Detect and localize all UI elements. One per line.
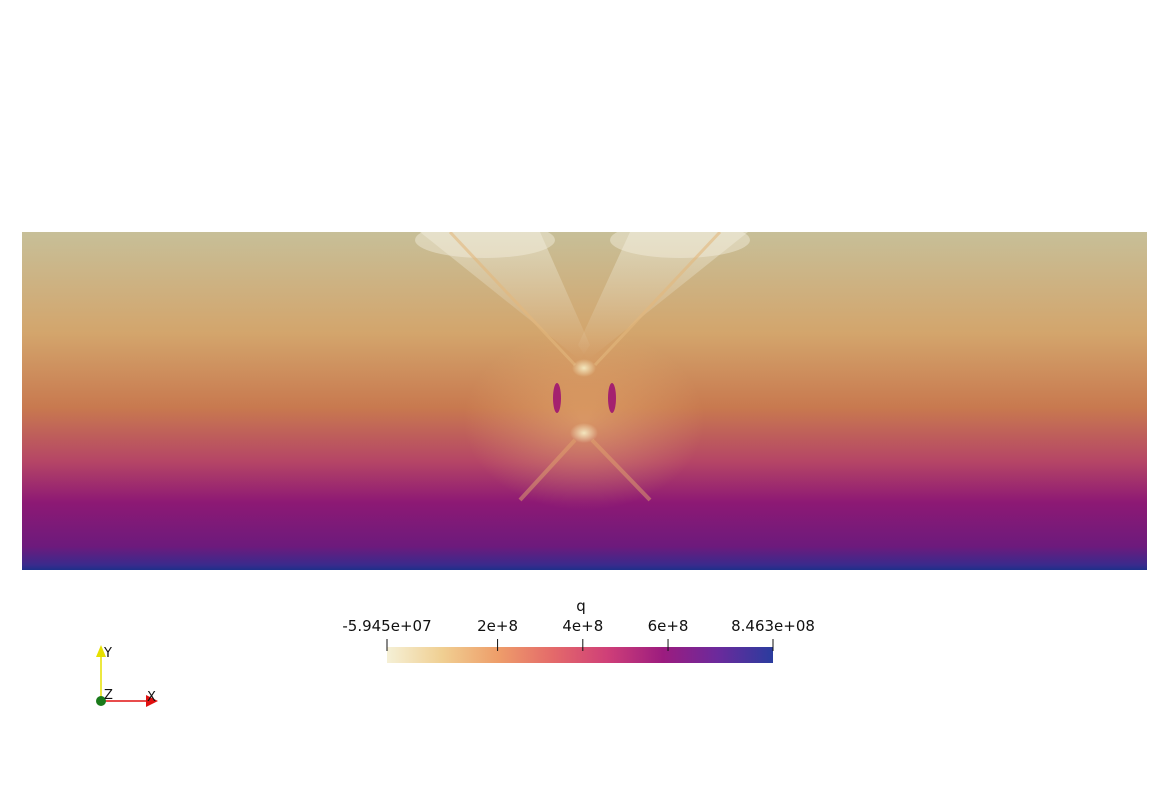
colorbar: [386, 639, 774, 663]
shear-band-right: [593, 232, 722, 367]
x-axis-label: X: [147, 690, 156, 705]
y-axis-label: Y: [103, 646, 112, 661]
highlight-cone-right: [578, 232, 748, 360]
glow-lower: [570, 423, 598, 443]
orientation-axes: X Y Z: [96, 645, 158, 707]
x-axis-arrowhead: [146, 695, 158, 707]
colorbar-tick-label: 2e+8: [477, 617, 519, 635]
colorbar-title: q: [576, 597, 586, 615]
warm-halo: [464, 330, 704, 510]
glow-upper: [572, 359, 596, 377]
colorbar-tick-marks: [386, 639, 774, 651]
surface-highlight-right: [610, 232, 750, 258]
vent-right: [608, 383, 616, 413]
shear-band-lower-right: [590, 438, 652, 502]
surface-highlight-left: [415, 232, 555, 258]
y-axis-arrowhead: [96, 645, 106, 657]
colorbar-tick-label-max: 8.463e+08: [731, 617, 815, 635]
shear-band-left: [448, 232, 577, 367]
z-axis-marker: [96, 696, 106, 706]
vent-left: [553, 383, 561, 413]
shear-band-lower-left: [518, 438, 577, 502]
colorbar-ramp: [387, 647, 773, 663]
z-axis-label: Z: [104, 688, 113, 703]
colorbar-tick-label-min: -5.945e+07: [342, 617, 432, 635]
colorbar-tick-label: 4e+8: [562, 617, 604, 635]
field-plot: [22, 232, 1147, 570]
highlight-cone-left: [420, 232, 590, 360]
colorbar-tick-label: 6e+8: [647, 617, 689, 635]
